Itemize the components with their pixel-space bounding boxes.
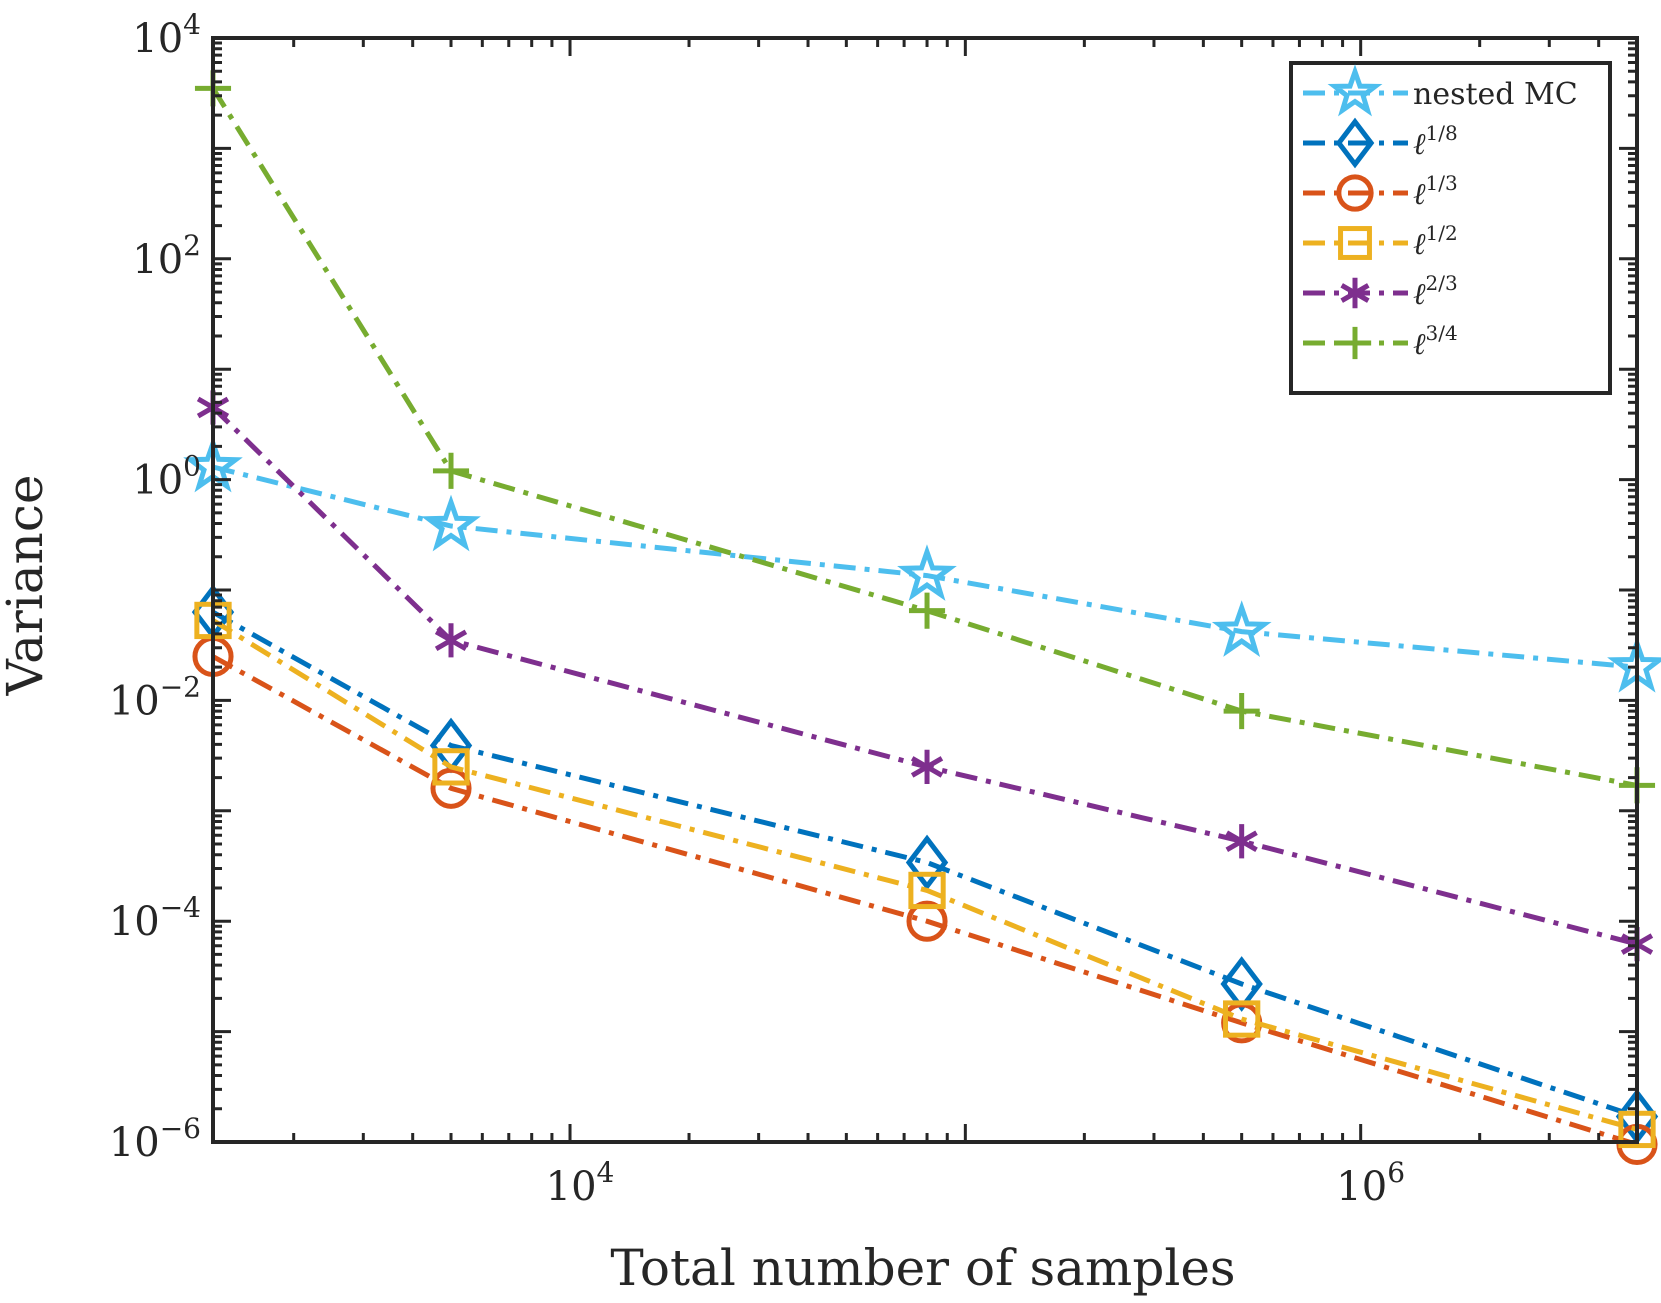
legend-label-3: ℓ1/2 [1413, 221, 1458, 262]
legend-marker-1 [1335, 117, 1375, 169]
data-point-3-1 [432, 748, 470, 786]
axes [211, 36, 1639, 1144]
data-point-1-3 [1220, 956, 1263, 1012]
y-tick-label-0: 104 [132, 8, 201, 62]
x-tick-label-1: 106 [1336, 1156, 1405, 1210]
y-tick-label-3: 10−2 [109, 670, 201, 724]
legend-label-2: ℓ1/3 [1413, 171, 1458, 212]
x-axis-title: Total number of samples [610, 1239, 1235, 1297]
tick-labels: 104 102 100 10−2 10−4 10−6 104 106 [109, 8, 1405, 1210]
data-point-5-3 [1223, 693, 1260, 730]
series-line-1 [211, 610, 1638, 1119]
series-line-2 [211, 654, 1638, 1147]
series-layer [183, 70, 1661, 1166]
data-point-5-1 [432, 452, 470, 489]
legend-entry-5: ℓ3/4 [1303, 321, 1458, 362]
tick-marks [213, 36, 1639, 1144]
data-point-3-3 [1223, 1000, 1261, 1038]
data-point-0-3 [1211, 600, 1272, 657]
data-point-3-2 [908, 871, 946, 910]
legend-marker-3 [1338, 226, 1372, 260]
legend-entry-2: ℓ1/3 [1303, 171, 1458, 212]
legend-entry-1: ℓ1/8 [1303, 117, 1458, 169]
data-point-2-2 [906, 900, 948, 942]
y-tick-label-2: 100 [132, 450, 201, 504]
series-line-0 [212, 464, 1638, 670]
data-point-0-2 [897, 544, 957, 601]
series-line-3 [211, 618, 1638, 1132]
y-axis-title: Variance [0, 475, 54, 697]
legend-label-1: ℓ1/8 [1413, 121, 1458, 162]
x-tick-label-0: 104 [546, 1156, 615, 1210]
data-point-2-1 [430, 767, 472, 809]
legend-marker-5 [1338, 326, 1372, 360]
y-tick-label-1: 102 [132, 229, 201, 283]
y-tick-label-4: 10−4 [109, 891, 201, 945]
data-point-5-2 [908, 592, 946, 629]
data-point-4-3 [1225, 824, 1258, 859]
data-point-4-2 [910, 749, 944, 784]
legend-entry-0: nested MC [1303, 64, 1578, 117]
data-point-0-1 [421, 494, 481, 552]
legend-marker-4 [1340, 277, 1370, 309]
y-tick-label-5: 10−6 [109, 1112, 201, 1166]
legend-marker-2 [1336, 174, 1374, 212]
legend-entry-3: ℓ1/2 [1303, 221, 1458, 262]
legend-marker-0 [1327, 64, 1383, 117]
data-point-1-2 [905, 834, 949, 891]
legend-label-0: nested MC [1413, 77, 1578, 112]
legend-label-5: ℓ3/4 [1413, 321, 1458, 362]
data-point-4-1 [434, 623, 468, 658]
legend-label-4: ℓ2/3 [1413, 271, 1458, 312]
legend: nested MC ℓ1/8 ℓ1/3 ℓ1/2 ℓ2/3 ℓ3/4 [1289, 61, 1612, 395]
legend-entry-4: ℓ2/3 [1303, 271, 1458, 312]
